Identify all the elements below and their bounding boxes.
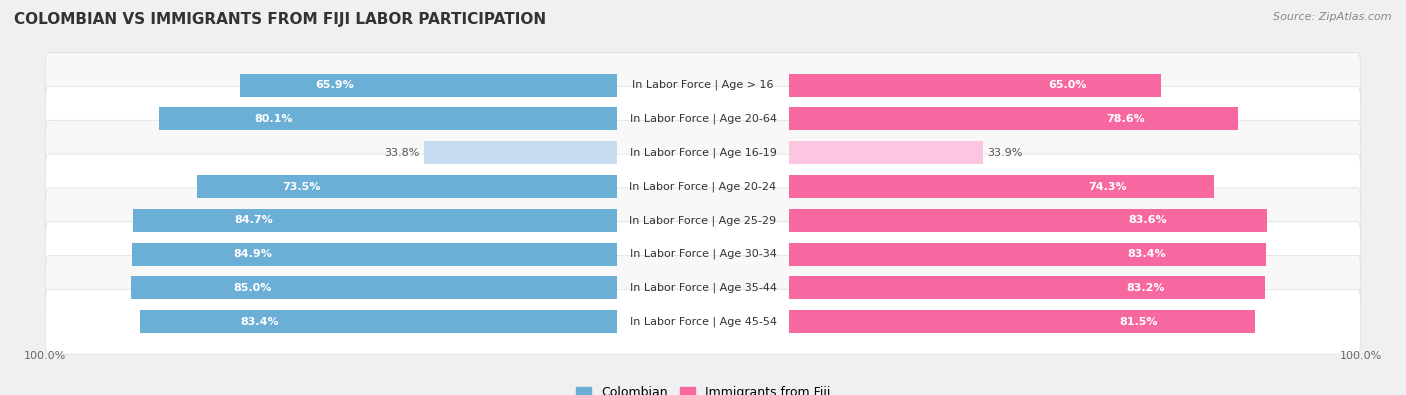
Bar: [789, 74, 1160, 97]
Bar: [789, 141, 983, 164]
Text: 81.5%: 81.5%: [1119, 317, 1157, 327]
FancyBboxPatch shape: [45, 53, 1361, 118]
Text: 84.7%: 84.7%: [235, 215, 273, 225]
Text: 33.8%: 33.8%: [384, 148, 419, 158]
FancyBboxPatch shape: [45, 188, 1361, 253]
Text: 80.1%: 80.1%: [254, 114, 292, 124]
Text: 78.6%: 78.6%: [1107, 114, 1146, 124]
Bar: [789, 175, 1213, 198]
Bar: [789, 276, 1264, 299]
FancyBboxPatch shape: [45, 289, 1361, 354]
Text: 84.9%: 84.9%: [233, 249, 273, 259]
Text: 83.4%: 83.4%: [240, 317, 278, 327]
Text: 83.4%: 83.4%: [1128, 249, 1166, 259]
Text: 65.9%: 65.9%: [315, 80, 354, 90]
Text: 73.5%: 73.5%: [283, 182, 321, 192]
Bar: [197, 175, 617, 198]
Text: In Labor Force | Age 25-29: In Labor Force | Age 25-29: [630, 215, 776, 226]
Bar: [789, 209, 1267, 232]
Legend: Colombian, Immigrants from Fiji: Colombian, Immigrants from Fiji: [575, 386, 831, 395]
Bar: [240, 74, 617, 97]
Text: Source: ZipAtlas.com: Source: ZipAtlas.com: [1274, 12, 1392, 22]
Bar: [159, 107, 617, 130]
Bar: [141, 310, 617, 333]
Bar: [789, 107, 1239, 130]
Text: 85.0%: 85.0%: [233, 283, 271, 293]
Text: In Labor Force | Age 45-54: In Labor Force | Age 45-54: [630, 316, 776, 327]
Text: 33.9%: 33.9%: [987, 148, 1022, 158]
FancyBboxPatch shape: [45, 222, 1361, 286]
Text: 83.2%: 83.2%: [1126, 283, 1166, 293]
Text: In Labor Force | Age 20-64: In Labor Force | Age 20-64: [630, 114, 776, 124]
Bar: [132, 243, 617, 265]
Text: In Labor Force | Age 20-24: In Labor Force | Age 20-24: [630, 181, 776, 192]
Text: 83.6%: 83.6%: [1128, 215, 1167, 225]
Bar: [132, 209, 617, 232]
Text: 74.3%: 74.3%: [1088, 182, 1126, 192]
Text: 65.0%: 65.0%: [1049, 80, 1087, 90]
Text: In Labor Force | Age 30-34: In Labor Force | Age 30-34: [630, 249, 776, 260]
Text: In Labor Force | Age > 16: In Labor Force | Age > 16: [633, 80, 773, 90]
Bar: [789, 310, 1256, 333]
FancyBboxPatch shape: [45, 154, 1361, 219]
Text: COLOMBIAN VS IMMIGRANTS FROM FIJI LABOR PARTICIPATION: COLOMBIAN VS IMMIGRANTS FROM FIJI LABOR …: [14, 12, 546, 27]
Bar: [789, 243, 1265, 265]
Bar: [423, 141, 617, 164]
FancyBboxPatch shape: [45, 256, 1361, 320]
FancyBboxPatch shape: [45, 87, 1361, 151]
Text: In Labor Force | Age 16-19: In Labor Force | Age 16-19: [630, 147, 776, 158]
FancyBboxPatch shape: [45, 120, 1361, 185]
Bar: [131, 276, 617, 299]
Text: In Labor Force | Age 35-44: In Labor Force | Age 35-44: [630, 283, 776, 293]
